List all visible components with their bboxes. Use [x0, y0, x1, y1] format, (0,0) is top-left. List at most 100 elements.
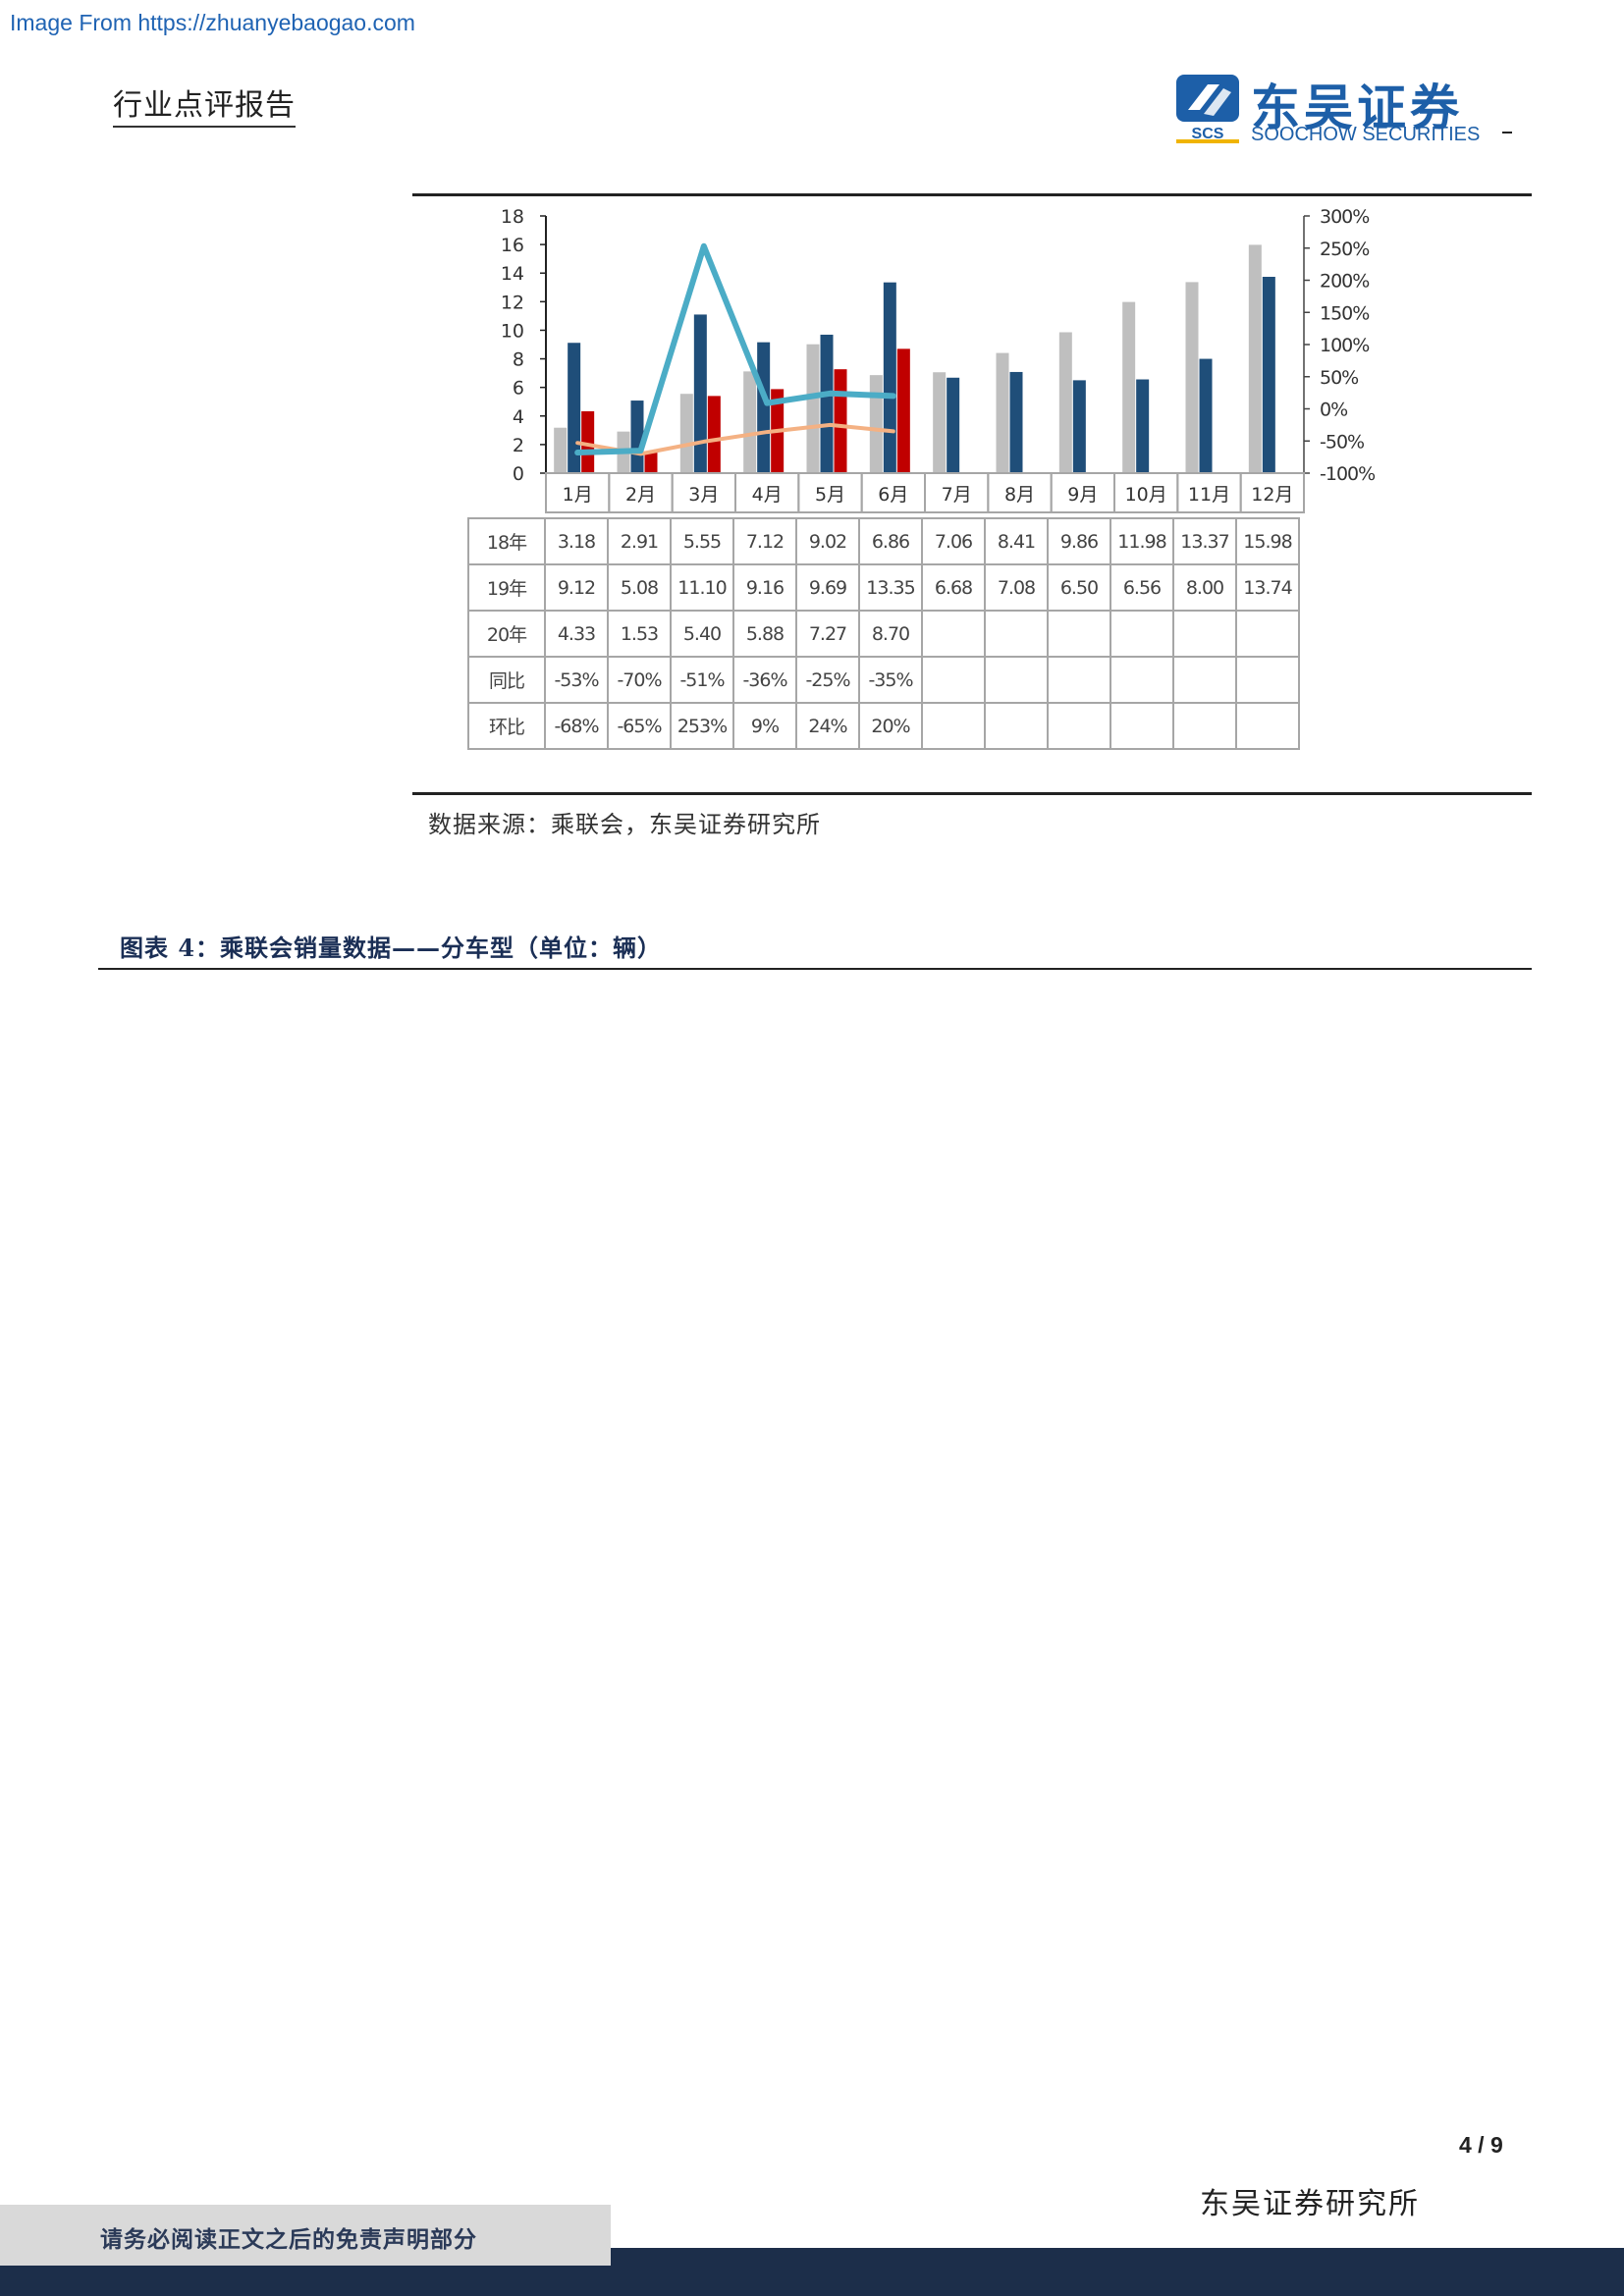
table-row-label: 同比 — [467, 656, 546, 704]
table-cell — [1172, 656, 1237, 704]
table-cell: -68% — [544, 702, 609, 750]
y-left-tick-label: 18 — [501, 206, 524, 228]
bar-18年-1月 — [554, 427, 568, 473]
source-note: 数据来源：乘联会，东吴证券研究所 — [428, 811, 821, 838]
figure-title: 图表 4：乘联会销量数据——分车型（单位：辆） — [120, 934, 663, 962]
table-cell: 9% — [732, 702, 797, 750]
table-cell: 8.41 — [984, 517, 1049, 565]
soochow-logo-icon: SCS — [1176, 75, 1239, 143]
y-left-tick-label: 6 — [513, 378, 524, 400]
bar-20年-6月 — [896, 348, 910, 473]
table-cell — [984, 610, 1049, 658]
table-cell: 11.98 — [1110, 517, 1174, 565]
table-cell: -65% — [607, 702, 672, 750]
table-cell: 8.00 — [1172, 563, 1237, 612]
footer-disclaimer-box — [0, 2205, 611, 2266]
bar-19年-5月 — [820, 334, 834, 473]
table-cell: 6.68 — [921, 563, 986, 612]
table-cell — [921, 702, 986, 750]
category-label: 11月 — [1188, 484, 1230, 506]
table-row-label: 20年 — [467, 610, 546, 658]
bar-19年-1月 — [568, 343, 581, 473]
table-row: 18年 3.18 2.91 5.55 7.12 9.02 6.86 7.06 8.41 9.86 1… — [467, 517, 1300, 565]
bar-18年-8月 — [996, 352, 1009, 473]
table-cell: 6.86 — [858, 517, 923, 565]
table-cell: 9.16 — [732, 563, 797, 612]
y-left-tick-label: 8 — [513, 349, 524, 371]
category-label: 3月 — [688, 484, 719, 506]
report-type-title: 行业点评报告 — [113, 80, 296, 128]
bar-20年-5月 — [834, 369, 847, 473]
y-right-tick-label: 0% — [1320, 400, 1347, 421]
table-cell: -36% — [732, 656, 797, 704]
table-cell: 7.12 — [732, 517, 797, 565]
y-right-tick-label: -100% — [1320, 463, 1375, 485]
table-row-label: 19年 — [467, 563, 546, 612]
page-number: 4 / 9 — [1459, 2132, 1503, 2158]
bar-19年-6月 — [883, 282, 896, 473]
bar-18年-9月 — [1058, 332, 1072, 473]
table-row: 环比 -68% -65% 253% 9% 24% 20% — [467, 702, 1300, 750]
table-cell: 13.74 — [1235, 563, 1300, 612]
table-row: 20年 4.33 1.53 5.40 5.88 7.27 8.70 — [467, 610, 1300, 658]
bar-18年-6月 — [869, 375, 883, 473]
table-cell: 5.40 — [670, 610, 734, 658]
table-cell — [984, 702, 1049, 750]
category-label: 10月 — [1125, 484, 1167, 506]
table-cell — [1235, 610, 1300, 658]
table-cell: 9.12 — [544, 563, 609, 612]
table-cell: -25% — [795, 656, 860, 704]
y-left-tick-label: 12 — [501, 292, 524, 313]
table-cell — [1047, 610, 1111, 658]
bar-18年-4月 — [743, 371, 757, 473]
y-right-tick-label: 50% — [1320, 367, 1358, 389]
table-cell: 1.53 — [607, 610, 672, 658]
footer-org-name: 东吴证券研究所 — [1200, 2187, 1420, 2221]
bar-19年-10月 — [1136, 379, 1150, 473]
y-left-tick-label: 0 — [513, 463, 524, 485]
table-cell: 253% — [670, 702, 734, 750]
line-环比 — [574, 242, 896, 456]
table-cell: 3.18 — [544, 517, 609, 565]
table-cell: -51% — [670, 656, 734, 704]
y-right-tick-label: 100% — [1320, 335, 1369, 356]
table-cell — [1047, 656, 1111, 704]
header-dash — [1502, 132, 1512, 133]
bar-18年-3月 — [679, 394, 693, 473]
table-cell: 2.91 — [607, 517, 672, 565]
y-right-tick-label: 200% — [1320, 271, 1369, 293]
bar-18年-7月 — [933, 372, 947, 473]
y-right-tick-label: 250% — [1320, 239, 1369, 260]
table-cell: 6.50 — [1047, 563, 1111, 612]
bar-18年-10月 — [1122, 301, 1136, 473]
table-row-label: 环比 — [467, 702, 546, 750]
footer-bar — [611, 2248, 1624, 2296]
bar-20年-3月 — [707, 396, 721, 473]
table-cell — [1235, 702, 1300, 750]
logo-company-english: SOOCHOW SECURITIES — [1251, 124, 1481, 145]
bar-19年-11月 — [1199, 358, 1213, 473]
bar-19年-8月 — [1009, 371, 1023, 473]
company-logo: SCS 东吴证券 SOOCHOW SECURITIES — [1174, 73, 1538, 145]
table-cell — [921, 610, 986, 658]
category-label: 4月 — [752, 484, 783, 506]
category-label: 5月 — [815, 484, 845, 506]
table-cell — [1172, 702, 1237, 750]
bar-18年-5月 — [806, 344, 820, 473]
table-cell: -70% — [607, 656, 672, 704]
table-cell: -53% — [544, 656, 609, 704]
table-cell: 13.37 — [1172, 517, 1237, 565]
table-cell — [1047, 702, 1111, 750]
source-watermark[interactable]: Image From https://zhuanyebaogao.com — [10, 10, 415, 35]
footer-bar-left — [0, 2266, 611, 2296]
category-label: 7月 — [942, 484, 972, 506]
chart-top-rule — [412, 193, 1532, 196]
table-cell: 15.98 — [1235, 517, 1300, 565]
category-label: 8月 — [1004, 484, 1035, 506]
bar-19年-4月 — [757, 342, 771, 473]
table-cell: 8.70 — [858, 610, 923, 658]
table-cell: 9.86 — [1047, 517, 1111, 565]
chart-bottom-rule — [412, 792, 1532, 795]
logo-mark-text: SCS — [1192, 126, 1224, 142]
table-cell: 7.27 — [795, 610, 860, 658]
